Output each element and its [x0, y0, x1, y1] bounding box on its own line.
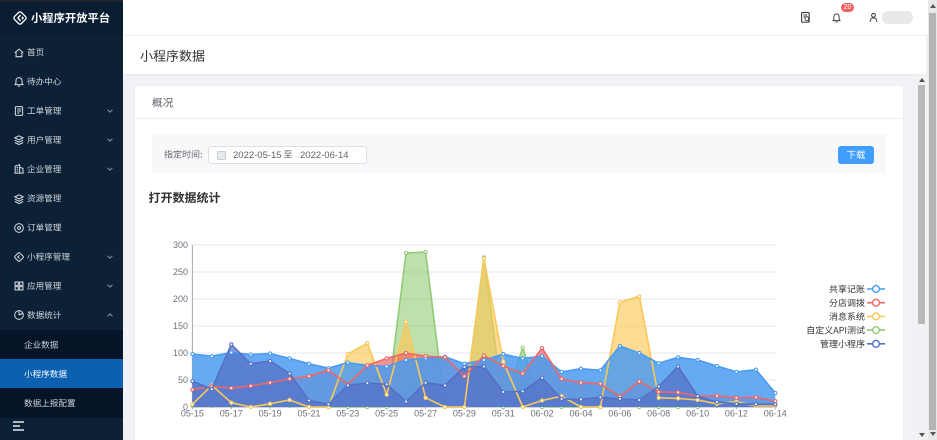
svg-text:05-19: 05-19 — [259, 409, 282, 419]
svg-text:300: 300 — [173, 240, 188, 250]
svg-text:05-25: 05-25 — [375, 409, 398, 419]
svg-text:05-15: 05-15 — [181, 409, 204, 419]
svg-text:06-08: 06-08 — [647, 409, 670, 419]
svg-text:05-29: 05-29 — [453, 409, 476, 419]
svg-text:06-02: 06-02 — [531, 409, 554, 419]
svg-text:06-12: 06-12 — [725, 409, 748, 419]
svg-text:0: 0 — [183, 402, 188, 412]
svg-text:06-14: 06-14 — [764, 409, 787, 419]
svg-text:05-27: 05-27 — [414, 409, 437, 419]
svg-text:150: 150 — [173, 321, 188, 331]
svg-text:06-04: 06-04 — [569, 409, 592, 419]
svg-text:05-23: 05-23 — [336, 409, 359, 419]
svg-text:05-21: 05-21 — [297, 409, 320, 419]
svg-text:100: 100 — [173, 348, 188, 358]
svg-text:200: 200 — [173, 294, 188, 304]
svg-text:250: 250 — [173, 267, 188, 277]
svg-text:06-10: 06-10 — [686, 409, 709, 419]
svg-text:05-17: 05-17 — [220, 409, 243, 419]
svg-text:05-31: 05-31 — [492, 409, 515, 419]
svg-text:50: 50 — [178, 375, 188, 385]
svg-text:06-06: 06-06 — [608, 409, 631, 419]
